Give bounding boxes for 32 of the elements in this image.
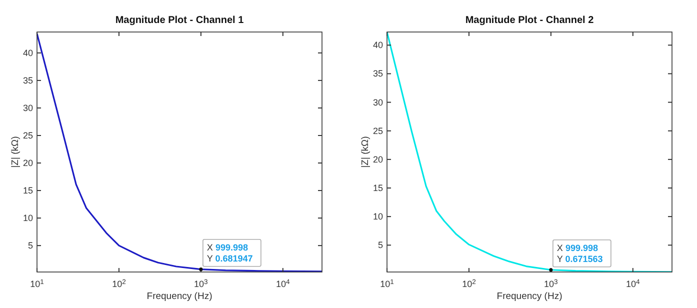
- x-tick-label: 10$^{1}$: [30, 278, 44, 289]
- y-tick-label: 40: [22, 48, 33, 58]
- x-tick-label: 10$^{3}$: [194, 278, 208, 289]
- chart-title: Magnitude Plot - Channel 1: [115, 15, 244, 26]
- y-tick-label: 20: [372, 154, 383, 164]
- x-tick-label: 10$^{4}$: [626, 278, 640, 289]
- y-tick-label: 10: [372, 212, 383, 222]
- y-tick-label: 15: [22, 186, 33, 196]
- y-tick-label: 25: [372, 126, 383, 136]
- x-axis-title: Frequency (Hz): [496, 291, 562, 302]
- y-tick-label: 25: [22, 130, 33, 140]
- x-tick-label: 10$^{1}$: [380, 278, 394, 289]
- y-tick-label: 5: [378, 240, 383, 250]
- x-tick-label: 10$^{4}$: [276, 278, 290, 289]
- annotation: X 999.998 Y 0.681947: [206, 242, 253, 264]
- y-axis-title: |Z| (kΩ): [10, 136, 21, 168]
- x-axis-title: Frequency (Hz): [146, 291, 212, 302]
- x-tick-label: 10$^{2}$: [462, 278, 476, 289]
- x-tick-label: 10$^{3}$: [544, 278, 558, 289]
- y-tick-label: 35: [22, 75, 33, 86]
- y-tick-label: 30: [372, 97, 383, 108]
- y-tick-label: 20: [22, 158, 33, 168]
- y-tick-label: 5: [28, 240, 33, 251]
- y-tick-label: 30: [22, 102, 33, 113]
- y-tick-label: 10: [22, 213, 33, 224]
- y-tick-label: 35: [372, 68, 383, 79]
- chart-title: Magnitude Plot - Channel 2: [465, 15, 594, 26]
- annotation: X 999.998 Y 0.671563: [556, 242, 603, 264]
- y-tick-label: 40: [372, 40, 383, 50]
- y-axis-title: |Z| (kΩ): [360, 136, 371, 168]
- x-tick-label: 10$^{2}$: [112, 278, 126, 289]
- y-tick-label: 15: [372, 183, 383, 193]
